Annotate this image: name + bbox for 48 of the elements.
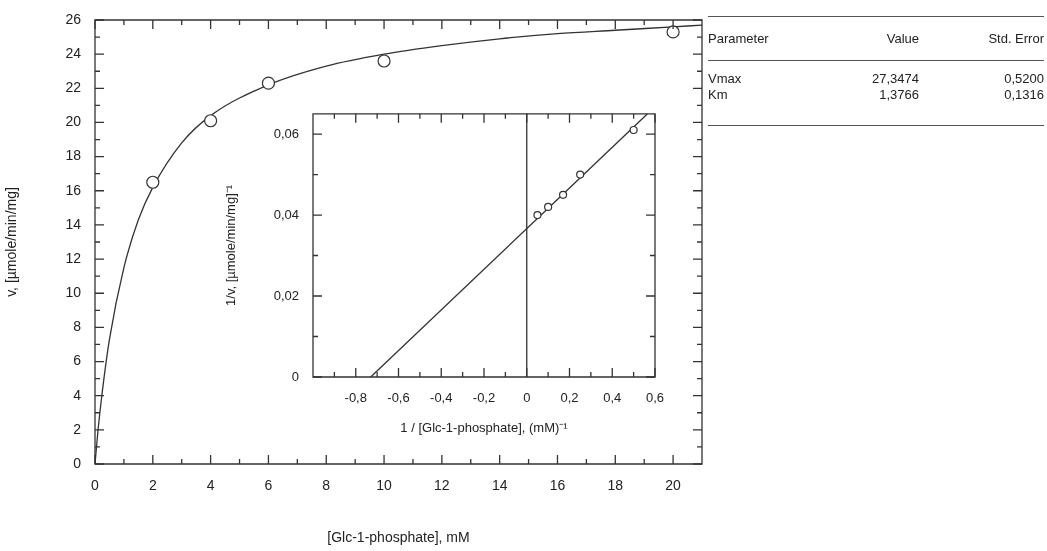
x-tick-label: 18 xyxy=(607,477,624,494)
y-axis-title: 1/v, [µmole/min/mg]⁻¹ xyxy=(223,184,239,306)
x-tick-label: 20 xyxy=(665,477,682,494)
y-tick-label: 26 xyxy=(65,10,82,27)
text: Value xyxy=(885,31,919,46)
text: 0,5200 xyxy=(1003,71,1044,87)
y-tick-label: 0,06 xyxy=(273,125,299,141)
y-tick-label: 12 xyxy=(65,249,82,266)
y-tick-label: 22 xyxy=(65,79,82,96)
x-tick-label: 8 xyxy=(322,477,331,494)
x-axis-title: [Glc-1-phosphate], mM xyxy=(327,529,470,546)
x-tick-label: 14 xyxy=(491,477,508,494)
x-axis-title: 1 / [Glc-1-phosphate], (mM)⁻¹ xyxy=(400,419,569,435)
y-tick-label: 0,04 xyxy=(273,206,299,222)
x-tick-label: -0,4 xyxy=(430,390,453,406)
x-tick-label: -0,2 xyxy=(472,390,496,406)
y-tick-label: 20 xyxy=(65,113,82,130)
x-tick-label: 0 xyxy=(91,477,100,494)
x-tick-label: 0,4 xyxy=(603,390,622,406)
x-tick-label: -0,8 xyxy=(344,390,367,406)
y-tick-label: 16 xyxy=(65,181,82,198)
y-tick-label: 8 xyxy=(73,318,82,335)
x-tick-label: 4 xyxy=(206,477,215,494)
x-tick-label: 0,6 xyxy=(645,390,665,406)
x-tick-label: 16 xyxy=(549,477,566,494)
text: Km xyxy=(708,87,729,103)
y-tick-label: 14 xyxy=(65,215,82,232)
y-axis-title: v, [µmole/min/mg] xyxy=(3,187,20,297)
x-tick-label: 0,2 xyxy=(560,390,579,406)
y-tick-label: 18 xyxy=(65,147,82,164)
y-tick-label: 0 xyxy=(291,368,299,384)
y-tick-label: 2 xyxy=(73,420,82,437)
y-tick-label: 24 xyxy=(65,45,82,62)
x-tick-label: 10 xyxy=(376,477,393,494)
y-tick-label: 10 xyxy=(65,284,82,301)
x-tick-label: 0 xyxy=(523,390,531,406)
x-tick-label: 2 xyxy=(148,477,157,494)
text: Std. Error xyxy=(987,31,1044,46)
y-tick-label: 0,02 xyxy=(273,287,299,303)
text: 0,1316 xyxy=(1003,87,1044,103)
text: 27,3474 xyxy=(871,71,919,87)
text: 1,3766 xyxy=(878,87,919,103)
text: Parameter xyxy=(708,31,770,46)
x-tick-label: -0,6 xyxy=(387,390,410,406)
y-tick-label: 0 xyxy=(73,454,82,471)
x-tick-label: 12 xyxy=(434,477,450,494)
y-tick-label: 6 xyxy=(73,352,82,369)
text: Vmax xyxy=(708,71,743,87)
